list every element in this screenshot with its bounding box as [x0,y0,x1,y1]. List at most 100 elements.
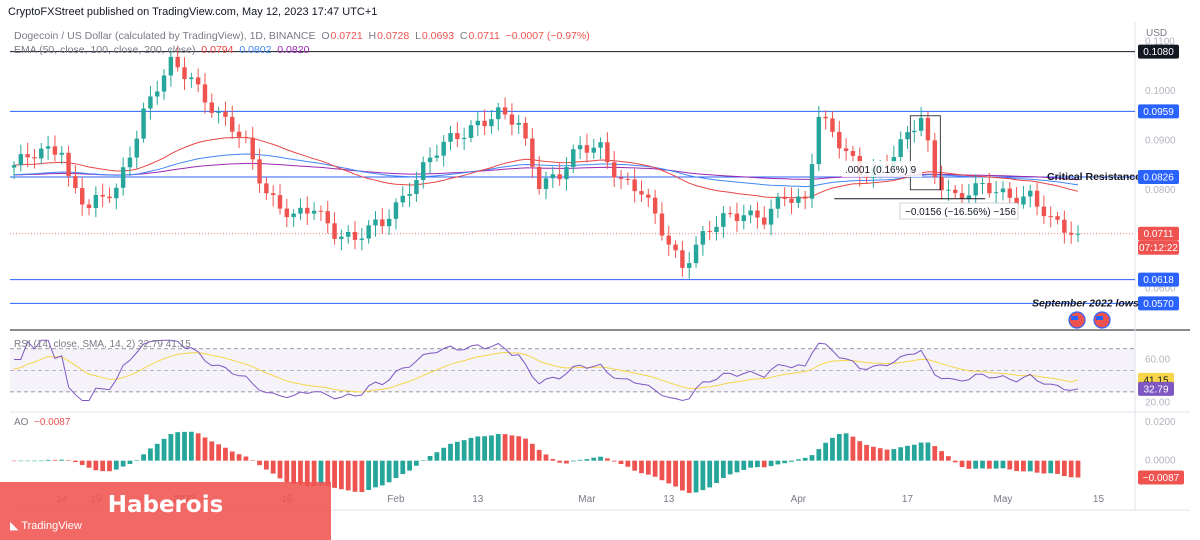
ao-bar [461,440,467,461]
ao-bar [700,460,706,491]
ao-bar [720,460,726,479]
candle [577,145,583,150]
candle [202,84,208,103]
candle [141,108,146,139]
candle [925,117,931,141]
candle [455,133,460,140]
candle [496,107,501,120]
price-tag [1138,44,1179,59]
candle [762,217,767,225]
ao-bar [1000,460,1006,469]
candle [939,176,944,191]
high-value: 0.0728 [377,30,410,42]
candle [332,223,337,239]
candle [100,194,105,197]
candle [639,191,644,195]
candle [837,131,842,149]
ao-bar [611,460,617,462]
candle [611,162,617,178]
candle [741,215,747,222]
ao-bar [420,460,426,461]
ao-bar [1041,460,1047,474]
ao-bar [318,460,324,486]
ao-bar [93,460,99,471]
candle [11,165,17,168]
candle [216,111,221,113]
ao-tick: 0.0200 [1145,417,1176,428]
candle [516,122,521,125]
measure-label-box-2 [842,161,922,178]
ao-bar [966,460,972,469]
candle [52,146,58,155]
candle [134,138,139,158]
us-flag-icon [1068,311,1086,329]
ao-bar [673,460,678,487]
candle [366,225,371,239]
candle [189,77,194,80]
ao-bar [468,437,474,461]
ao-bar [741,460,747,470]
ao-bar [100,460,106,472]
ao-bar [257,460,262,466]
ao-bar [154,443,160,461]
candle [318,210,324,212]
ao-bar [495,434,501,461]
candle [489,119,494,127]
candle [400,195,405,203]
candle [25,154,30,158]
ao-bar [748,460,754,468]
ao-bar [782,460,788,464]
ao-bar [113,460,119,470]
candle [298,207,303,214]
candle [659,213,665,236]
candle [687,263,692,268]
candle [598,142,603,148]
candle [680,250,685,268]
candle [564,167,569,180]
price-tag-label: 0.0959 [1143,107,1174,118]
candle [1014,197,1019,205]
ao-bar [775,460,781,465]
ao-bar [652,460,658,477]
candle [107,196,112,199]
ao-bar [509,435,515,461]
candle [673,244,678,251]
candle [59,152,64,155]
ao-bar [120,460,126,467]
ao-legend-label: AO [14,417,29,428]
ao-bar [884,449,890,461]
candle [86,204,92,209]
tradingview-logo: ◣ TradingView [10,520,82,532]
ao-bar [564,460,569,464]
ao-bar [366,460,372,490]
critical-resistance-label: Critical Resistance [1047,171,1141,183]
ao-bar [714,460,719,484]
price-axis-tick: 0.0900 [1145,135,1176,146]
candle [230,116,235,132]
candle [18,154,24,166]
measure-up-label: .0001 (0.16%) 9 [845,165,917,176]
ao-bar [680,460,685,491]
ao-bar [25,460,31,462]
us-flag-icon [1093,311,1111,329]
ao-bar [229,451,235,461]
measure-label-box [899,202,1019,220]
ao-bar [584,459,590,461]
price-tag-label: 07:12:22 [1139,243,1178,254]
candle [571,149,576,168]
ao-bar [482,436,488,461]
ao-bar [809,455,815,461]
candle [380,219,385,227]
candle [311,210,317,214]
rsi-tick: 60.00 [1145,355,1170,366]
candle [557,174,562,180]
ao-bar [918,442,924,461]
ao-bar [986,460,992,469]
ao-bar [386,460,392,483]
candle [257,159,262,184]
ao-bar [66,460,71,461]
ao-bar [352,460,358,492]
ao-bar [543,454,549,461]
candle [646,194,651,198]
